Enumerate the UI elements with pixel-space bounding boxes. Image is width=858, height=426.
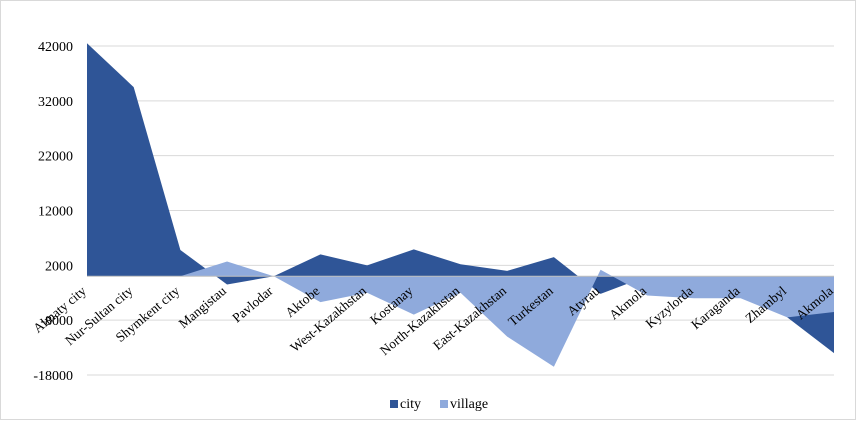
legend-label-village: village [450,397,488,412]
y-tick-label: 12000 [38,205,73,220]
y-axis-ticks: 42000 32000 22000 12000 2000 -8000 -18000 [33,40,73,384]
area-village [87,261,834,367]
x-tick-label: Pavlodar [229,283,276,326]
y-tick-label: -8000 [40,314,73,329]
y-tick-label: 42000 [38,40,73,55]
y-tick-label: -18000 [33,369,73,384]
legend: city village [390,397,488,412]
legend-swatch-city [390,400,398,408]
y-tick-label: 22000 [38,150,73,165]
area-series [87,43,834,367]
legend-label-city: city [400,397,421,412]
x-tick-label: Mangistau [176,283,229,331]
legend-swatch-village [440,400,448,408]
y-tick-label: 2000 [45,259,73,274]
y-tick-label: 32000 [38,95,73,110]
